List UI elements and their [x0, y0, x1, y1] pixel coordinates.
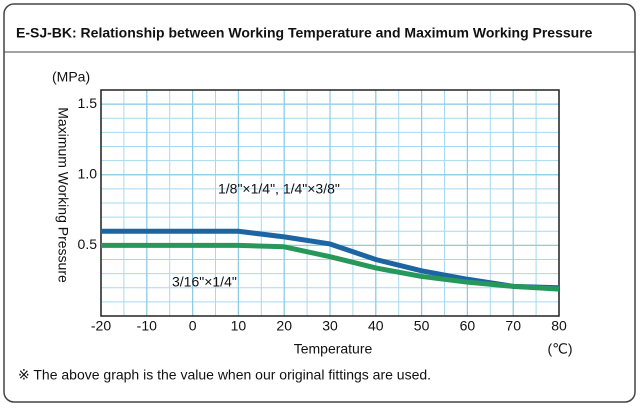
- y-unit: (MPa): [52, 69, 90, 85]
- footnote: ※ The above graph is the value when our …: [18, 367, 431, 383]
- x-tick-label: 0: [189, 318, 197, 334]
- x-tick-label: 80: [551, 318, 567, 334]
- x-tick-label: 40: [368, 318, 384, 334]
- chart-title: E-SJ-BK: Relationship between Working Te…: [16, 25, 593, 41]
- x-tick-label: 50: [414, 318, 430, 334]
- y-tick-label: 1.5: [78, 95, 98, 111]
- x-tick-label: 10: [231, 318, 247, 334]
- x-tick-label: 20: [276, 318, 292, 334]
- x-tick-label: 60: [460, 318, 476, 334]
- series-label: 3/16"×1/4": [172, 274, 237, 290]
- y-tick-label: 1.0: [78, 165, 98, 181]
- x-unit: (℃): [547, 341, 572, 357]
- x-axis-label: Temperature: [294, 341, 373, 357]
- series-line: [101, 242, 560, 292]
- x-tick-label: 70: [505, 318, 521, 334]
- x-tick-label: -20: [91, 318, 111, 334]
- y-tick-label: 0.5: [78, 236, 98, 252]
- x-tick-label: 30: [322, 318, 338, 334]
- x-tick-label: -10: [137, 318, 157, 334]
- series-label: 1/8"×1/4", 1/4"×3/8": [218, 181, 340, 197]
- y-axis-label: Maximum Working Pressure: [55, 107, 71, 283]
- plot-border: [100, 89, 560, 317]
